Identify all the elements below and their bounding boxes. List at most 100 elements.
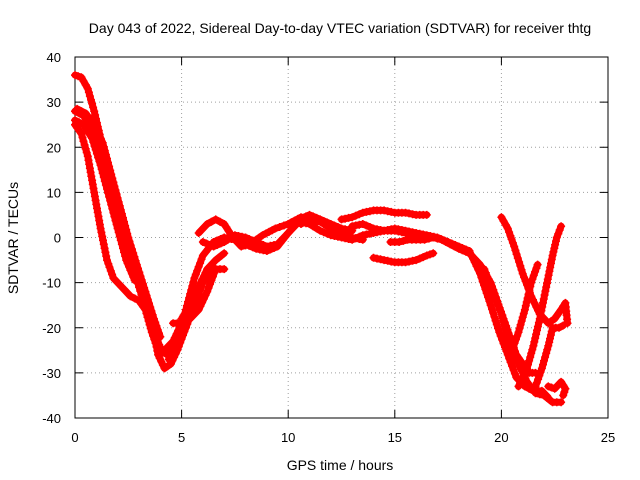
plus-marker (537, 364, 546, 373)
plus-marker (412, 256, 421, 265)
plus-marker (552, 237, 560, 246)
plus-marker (177, 319, 186, 328)
plus-marker (422, 210, 431, 219)
series-arc-11 (297, 215, 367, 244)
plus-marker (549, 247, 558, 256)
plus-marker (97, 135, 105, 144)
plus-marker (516, 378, 525, 387)
plus-marker (454, 244, 463, 253)
plus-marker (216, 217, 224, 226)
y-tick-label: 30 (47, 95, 61, 110)
plus-marker (543, 345, 552, 354)
plus-marker (173, 337, 182, 346)
plus-marker (541, 287, 550, 296)
plus-marker (97, 165, 106, 174)
plus-marker (136, 272, 145, 281)
plus-marker (95, 157, 104, 166)
plus-marker (145, 320, 154, 329)
plus-marker (241, 241, 250, 250)
plus-marker (115, 232, 124, 241)
plus-marker (510, 369, 519, 378)
plus-marker (120, 248, 128, 257)
plus-marker (517, 317, 526, 325)
plus-marker (518, 313, 527, 322)
x-tick-labels: 0 5 10 15 20 25 (71, 430, 615, 445)
plus-marker (203, 287, 212, 296)
plus-marker (488, 305, 496, 314)
series-arc-21 (531, 321, 568, 391)
plus-marker (341, 230, 350, 239)
plus-marker (490, 291, 499, 300)
plus-marker (487, 283, 496, 292)
plus-marker (105, 192, 114, 201)
plus-marker (517, 265, 526, 274)
plus-marker (362, 230, 371, 239)
plus-marker (119, 244, 127, 253)
plus-marker (525, 286, 534, 295)
plus-marker (399, 236, 408, 245)
series-markers (508, 260, 542, 355)
plus-marker (99, 236, 107, 245)
series-markers (514, 222, 566, 391)
plus-marker (101, 248, 110, 257)
plus-marker (164, 355, 173, 364)
plus-marker (557, 398, 566, 407)
plus-marker (71, 116, 79, 125)
plus-marker (559, 391, 568, 400)
plus-marker (521, 368, 530, 376)
plus-marker (220, 265, 229, 274)
plus-marker (527, 278, 536, 287)
plus-marker (266, 241, 275, 250)
plus-marker (508, 362, 517, 371)
plus-marker (348, 233, 357, 242)
plus-marker (97, 228, 106, 237)
plus-marker (446, 240, 455, 249)
plus-marker (458, 246, 467, 255)
plus-marker (111, 186, 120, 195)
series-arc-20 (514, 222, 566, 391)
plus-marker (171, 340, 180, 349)
x-tick-label: 20 (494, 430, 508, 445)
plus-marker (508, 346, 517, 355)
plus-marker (492, 320, 501, 329)
plus-marker (433, 234, 442, 243)
plus-marker (415, 254, 424, 263)
plus-marker (450, 242, 459, 251)
plus-marker (316, 226, 325, 235)
plus-marker (397, 228, 406, 237)
plus-marker (73, 104, 82, 113)
plus-marker (94, 153, 103, 162)
x-axis-label: GPS time / hours (287, 457, 394, 473)
plus-marker (196, 302, 205, 311)
x-tick-label: 10 (281, 430, 295, 445)
plus-marker (150, 335, 159, 344)
plus-marker (505, 228, 514, 237)
plus-marker (516, 261, 525, 270)
plus-marker (510, 339, 519, 348)
plus-marker (203, 269, 212, 278)
plus-marker (104, 188, 112, 197)
plus-marker (146, 303, 155, 312)
plus-marker (481, 285, 490, 294)
plus-marker (326, 224, 335, 233)
plus-marker (198, 238, 207, 246)
plus-marker (121, 221, 130, 230)
plus-marker (196, 259, 205, 268)
plus-marker (110, 182, 119, 191)
plus-marker (494, 324, 502, 333)
plus-marker (153, 325, 162, 334)
plus-marker (551, 240, 560, 249)
plus-marker (554, 229, 563, 238)
plus-marker (207, 276, 216, 285)
plus-marker (486, 280, 494, 289)
plus-marker (358, 208, 367, 217)
plus-marker (107, 170, 116, 179)
plus-marker (129, 249, 138, 257)
plus-marker (130, 276, 139, 285)
plus-marker (104, 158, 112, 167)
plus-marker (419, 253, 428, 262)
plus-marker (206, 241, 214, 249)
plus-marker (82, 148, 91, 157)
y-tick-label: 20 (47, 140, 61, 155)
plus-marker (365, 207, 374, 216)
